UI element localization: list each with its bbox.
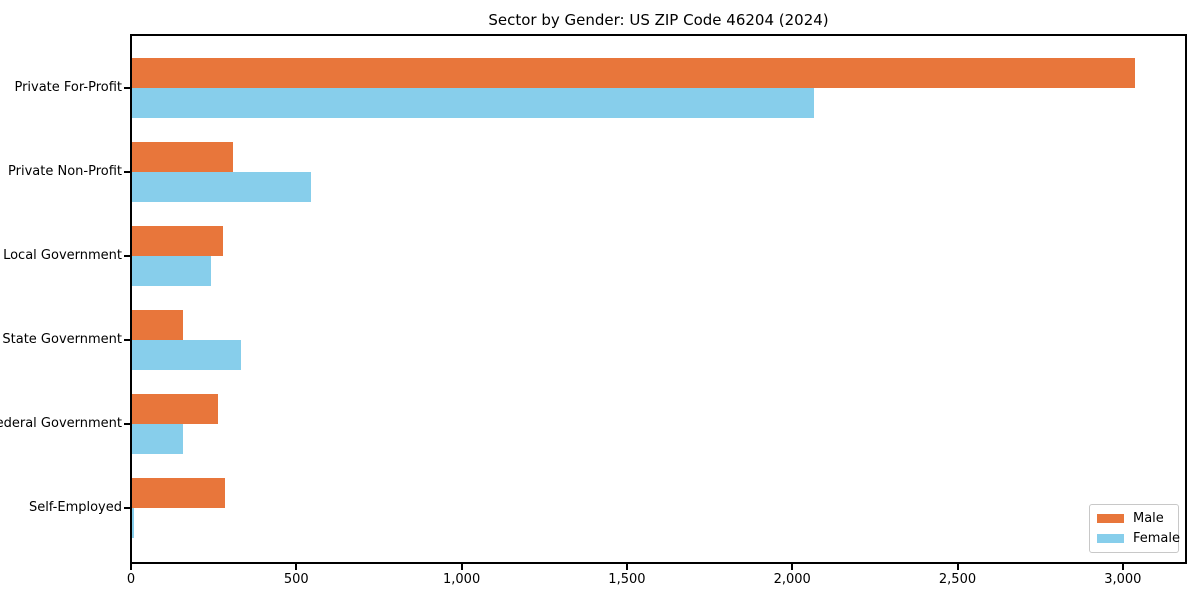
y-axis-label: Federal Government [0, 416, 122, 431]
legend-swatch-male [1097, 514, 1124, 523]
y-tick-mark [124, 171, 130, 173]
x-tick-mark [130, 564, 132, 570]
legend-entry-female: Female [1097, 531, 1180, 546]
x-tick-label: 500 [283, 572, 309, 587]
y-axis-label: Private For-Profit [14, 80, 122, 95]
x-tick-mark [1121, 564, 1124, 570]
bar-male-0 [132, 58, 1135, 88]
bar-male-4 [132, 394, 218, 424]
bar-female-5 [132, 508, 134, 538]
x-tick-label: 2,000 [773, 572, 811, 587]
y-axis: Private For-Profit Private Non-Profit Loca… [0, 0, 122, 600]
legend-entry-male: Male [1097, 511, 1171, 526]
bar-female-0 [132, 88, 814, 118]
x-tick-mark [791, 564, 794, 570]
bar-female-2 [132, 256, 211, 286]
y-tick-mark [124, 339, 130, 341]
y-tick-mark [124, 423, 130, 425]
plot-area: Male Female [130, 34, 1187, 564]
y-tick-mark [124, 507, 130, 509]
bar-male-1 [132, 142, 233, 172]
bar-male-5 [132, 478, 225, 508]
x-tick-label: 1,000 [443, 572, 481, 587]
x-tick-mark [460, 564, 463, 570]
x-tick-label: 3,000 [1104, 572, 1142, 587]
chart-title: Sector by Gender: US ZIP Code 46204 (202… [488, 11, 829, 29]
legend: Male Female [1089, 504, 1180, 553]
legend-label: Female [1133, 531, 1181, 546]
x-tick-mark [625, 564, 628, 570]
legend-label: Male [1133, 511, 1164, 526]
y-tick-mark [124, 255, 130, 257]
bar-female-3 [132, 340, 241, 370]
y-axis-label: Private Non-Profit [8, 164, 122, 179]
y-axis-label: State Government [2, 332, 122, 347]
legend-swatch-female [1097, 534, 1124, 543]
x-tick-mark [956, 564, 959, 570]
y-tick-mark [124, 87, 130, 89]
x-tick-label: 2,500 [938, 572, 977, 587]
bar-female-4 [132, 424, 183, 454]
y-axis-label: Self-Employed [28, 500, 122, 515]
bar-male-3 [132, 310, 183, 340]
bar-male-2 [132, 226, 223, 256]
bar-female-1 [132, 172, 311, 202]
x-tick-label: 1,500 [608, 572, 646, 587]
y-axis-label: Local Government [3, 248, 122, 263]
x-tick-mark [295, 564, 298, 570]
x-tick-label: 0 [126, 572, 136, 587]
